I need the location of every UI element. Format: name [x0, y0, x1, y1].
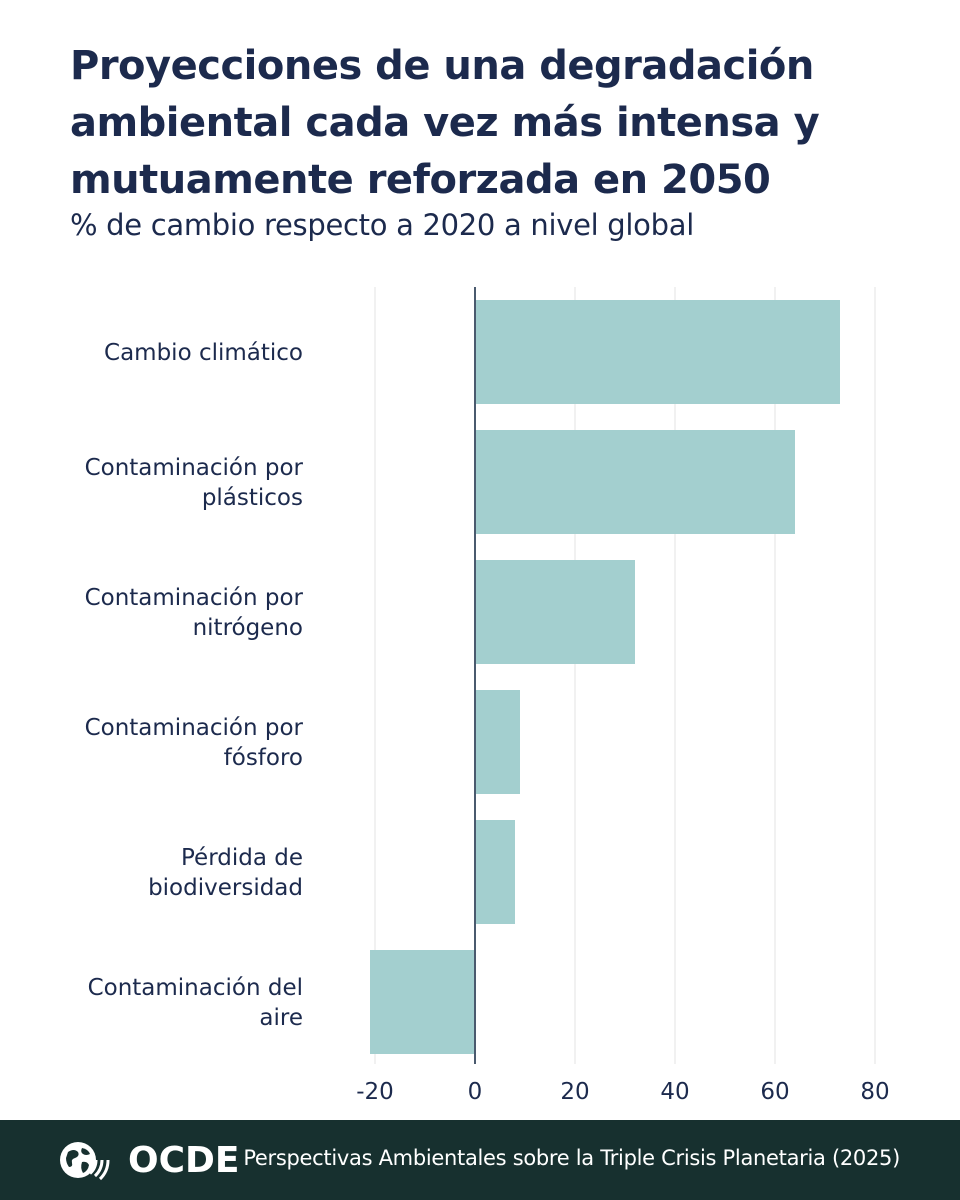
- category-label-line: Contaminación por: [85, 715, 304, 741]
- globe-icon: [60, 1142, 110, 1181]
- category-label: Contaminación del aire: [88, 975, 303, 1031]
- category-label: Cambio climático: [104, 340, 303, 366]
- category-label-line: fósforo: [224, 745, 303, 771]
- x-tick-label: 60: [760, 1079, 789, 1105]
- category-label-line: plásticos: [202, 485, 303, 511]
- x-tick-labels: -20 0 20 40 60 80: [356, 1079, 889, 1105]
- bar: [475, 820, 515, 924]
- x-tick-label: -20: [356, 1079, 394, 1105]
- category-label-line: aire: [259, 1005, 303, 1031]
- grid-lines: [374, 287, 876, 1064]
- category-label: Contaminación por plásticos: [85, 455, 304, 511]
- category-label-line: Cambio climático: [104, 340, 303, 366]
- bar: [370, 950, 475, 1054]
- category-label-line: biodiversidad: [148, 875, 303, 901]
- category-labels: Cambio climático Contaminación por plástic…: [85, 340, 304, 1031]
- x-tick-label: 20: [560, 1079, 589, 1105]
- ocde-logo[interactable]: OCDE: [58, 1138, 240, 1182]
- category-label: Pérdida de biodiversidad: [148, 845, 303, 901]
- category-label-line: nitrógeno: [193, 615, 303, 641]
- bar: [475, 430, 795, 534]
- chart-subtitle: % de cambio respecto a 2020 a nivel glob…: [70, 208, 694, 242]
- x-tick-label: 40: [660, 1079, 689, 1105]
- category-label: Contaminación por fósforo: [85, 715, 304, 771]
- bar: [475, 560, 635, 664]
- chart-title: Proyecciones de una degradación ambienta…: [70, 43, 820, 203]
- category-label: Contaminación por nitrógeno: [85, 585, 304, 641]
- bars: [370, 300, 840, 1054]
- category-label-line: Pérdida de: [181, 845, 303, 871]
- footer: OCDE Perspectivas Ambientales sobre la T…: [0, 1120, 960, 1200]
- bar: [475, 300, 840, 404]
- source-citation: Perspectivas Ambientales sobre la Triple…: [243, 1146, 900, 1170]
- category-label-line: Contaminación por: [85, 585, 304, 611]
- bar-chart: Cambio climático Contaminación por plástic…: [85, 287, 890, 1105]
- category-label-line: Contaminación del: [88, 975, 303, 1001]
- category-label-line: Contaminación por: [85, 455, 304, 481]
- x-tick-label: 0: [468, 1079, 483, 1105]
- logo-text: OCDE: [128, 1139, 240, 1181]
- bar: [475, 690, 520, 794]
- x-tick-label: 80: [860, 1079, 889, 1105]
